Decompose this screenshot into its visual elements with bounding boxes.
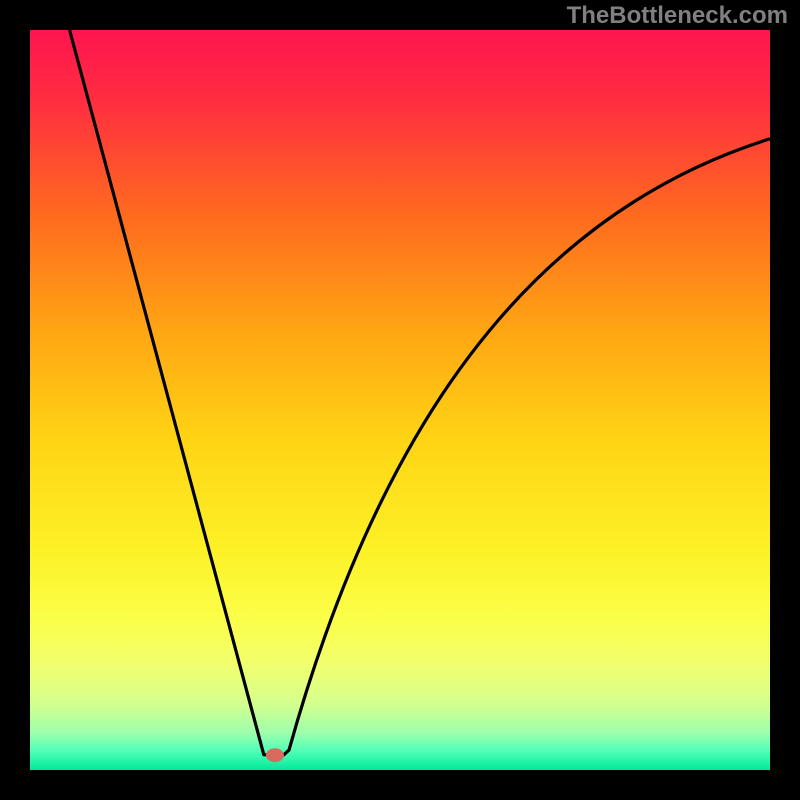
optimal-point-marker <box>266 748 284 762</box>
watermark-text: TheBottleneck.com <box>567 2 788 30</box>
gradient-background <box>30 30 770 770</box>
